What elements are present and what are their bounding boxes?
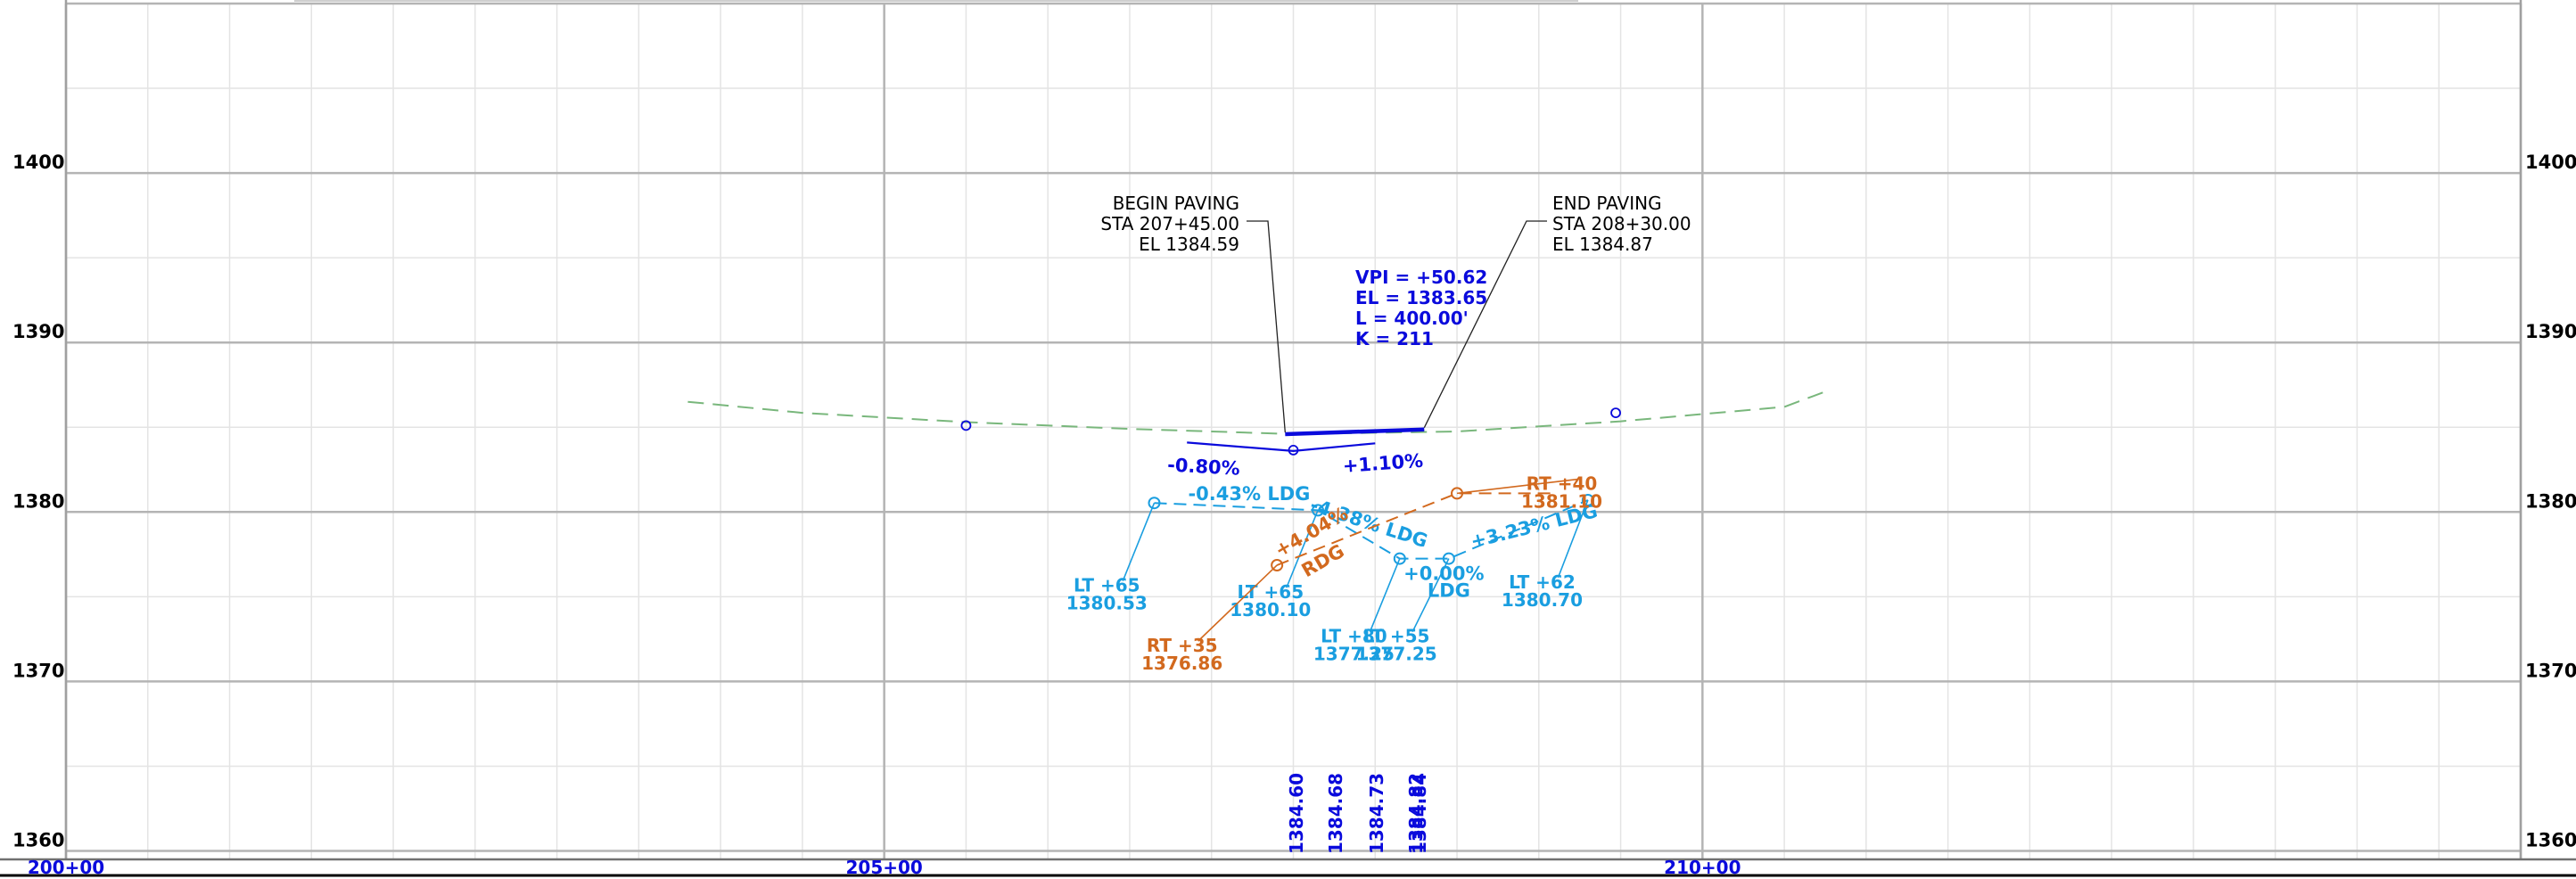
right-edge-line xyxy=(1276,492,1552,566)
right-edge-callout-marker xyxy=(1271,558,1284,571)
station-elevation-label: 1384.68 xyxy=(1325,773,1346,854)
elevation-label: 1370 xyxy=(12,660,64,681)
elevation-label: 1360 xyxy=(12,829,64,850)
left-edge-callout-text: 1377.25 xyxy=(1313,644,1395,665)
left-edge-callout-text: 1380.70 xyxy=(1502,589,1583,611)
left-edge-callout-text: LT +80 xyxy=(1321,626,1387,647)
right-edge-callout-text: RT +40 xyxy=(1527,473,1598,495)
vpi-text: L = 400.00' xyxy=(1355,308,1469,329)
grade-label-left: -0.80% xyxy=(1167,454,1241,479)
left-edge-callout-marker xyxy=(1312,504,1325,517)
vpi-text: EL = 1383.65 xyxy=(1355,287,1487,308)
left-edge-callout-marker xyxy=(1148,497,1161,510)
right-edge-callout-leader xyxy=(1456,478,1578,495)
end-paving-text: STA 208+30.00 xyxy=(1552,213,1691,234)
vpi-marker xyxy=(1288,445,1299,456)
left-edge-callout-text: LT +65 xyxy=(1074,575,1140,596)
begin-paving-leader xyxy=(1247,220,1286,433)
vertical-curve-tangents xyxy=(1187,441,1376,453)
right-edge-callout-text: RT +35 xyxy=(1147,635,1218,656)
left-edge-callout-marker xyxy=(1393,552,1406,565)
existing-marker xyxy=(1610,407,1621,418)
left-edge-callout-marker xyxy=(1581,493,1594,506)
vpi-text: K = 211 xyxy=(1355,328,1434,349)
station-label: 210+00 xyxy=(1664,857,1741,878)
left-edge-callout-text: LT +62 xyxy=(1509,571,1576,593)
station-elevation-label: 1384.84 xyxy=(1409,773,1430,854)
elevation-label: 1390 xyxy=(2525,321,2576,342)
major-grid xyxy=(64,2,2523,859)
elevation-label: 1370 xyxy=(2525,660,2576,681)
left-edge-grade-label: +0.00% xyxy=(1403,563,1484,584)
left-edge-grade-label: LDG xyxy=(1428,579,1470,601)
end-paving-text: END PAVING xyxy=(1552,193,1662,214)
elevation-label: 1380 xyxy=(12,490,64,512)
elevation-labels-left: 1360 1370 1380 1390 1400 xyxy=(12,152,64,850)
left-edge-callout-marker xyxy=(1442,552,1455,565)
left-edge-callout-text: LT +55 xyxy=(1363,626,1430,647)
right-edge-callout-leader xyxy=(1197,564,1278,642)
elevation-label: 1400 xyxy=(12,152,64,173)
station-label: 205+00 xyxy=(845,857,922,878)
left-edge-callout-leader xyxy=(1411,558,1450,633)
left-edge-callout-text: 1377.25 xyxy=(1356,644,1437,665)
elevation-label: 1390 xyxy=(12,321,64,342)
station-elevation-label: 1384.73 xyxy=(1366,773,1387,854)
station-label: 200+00 xyxy=(28,857,104,878)
begin-paving-text: BEGIN PAVING xyxy=(1113,193,1239,214)
station-labels: 200+00 205+00 210+00 xyxy=(28,857,1741,878)
left-edge-callout-leader xyxy=(1369,558,1401,632)
station-elevation-label: 1384.60 xyxy=(1286,773,1307,854)
begin-paving-text: STA 207+45.00 xyxy=(1100,213,1239,234)
right-edge-callout-text: 1381.10 xyxy=(1521,491,1602,513)
left-edge-callout-text: 1380.53 xyxy=(1066,593,1148,614)
existing-marker xyxy=(960,420,972,431)
elevation-label: 1360 xyxy=(2525,829,2576,850)
design-grade-line xyxy=(1285,427,1425,437)
end-paving-leader xyxy=(1423,220,1547,429)
elevation-label: 1400 xyxy=(2525,152,2576,173)
station-elevation-label: 1384.82 xyxy=(1405,773,1427,854)
left-edge-grade-label: -0.43% LDG xyxy=(1188,483,1310,505)
left-edge-callout-leader xyxy=(1557,499,1589,579)
begin-paving-text: EL 1384.59 xyxy=(1139,234,1239,255)
left-edge-callout-text: 1380.10 xyxy=(1230,599,1311,620)
elevation-labels-right: 1360 1370 1380 1390 1400 xyxy=(2525,152,2576,850)
elevation-label: 1380 xyxy=(2525,490,2576,512)
right-edge-callout-text: 1376.86 xyxy=(1141,653,1222,674)
left-edge-callout-leader xyxy=(1286,510,1319,588)
vpi-text: VPI = +50.62 xyxy=(1355,267,1487,288)
left-edge-callout-leader xyxy=(1122,502,1156,581)
end-paving-text: EL 1384.87 xyxy=(1552,234,1653,255)
